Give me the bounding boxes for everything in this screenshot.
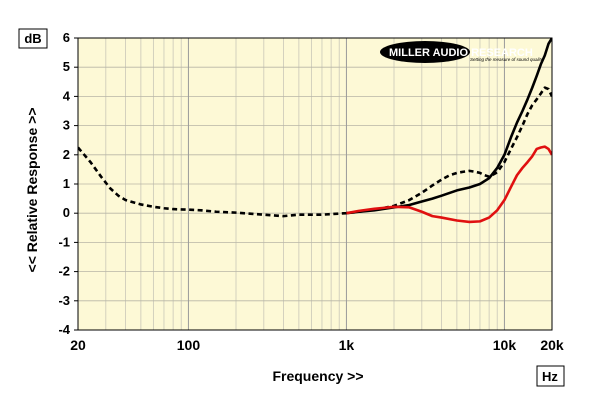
series-dashed-black bbox=[78, 86, 552, 218]
x-tick-label: 20k bbox=[540, 337, 564, 353]
y-tick-label: 0 bbox=[63, 205, 70, 220]
y-tick-label: 5 bbox=[63, 59, 70, 74]
y-tick-label: 1 bbox=[63, 176, 70, 191]
y-tick-label: 6 bbox=[63, 30, 70, 45]
logo-text-content: MILLER AUDIO RESEARCH bbox=[389, 47, 533, 59]
logo-ellipse bbox=[380, 41, 470, 63]
y-tick-label: 2 bbox=[63, 147, 70, 162]
y-unit-box: dB bbox=[18, 28, 48, 49]
y-tick-label: 4 bbox=[63, 88, 71, 103]
y-tick-label: 3 bbox=[63, 118, 70, 133]
series-layer bbox=[78, 38, 552, 224]
x-unit-box: Hz bbox=[536, 365, 565, 387]
logo-tagline: Setting the measure of sound quality bbox=[470, 57, 544, 62]
x-tick-labels: 20 100 1k 10k 20k bbox=[70, 337, 564, 353]
series-solid-red bbox=[346, 145, 552, 224]
x-axis-title: Frequency >> bbox=[272, 368, 363, 384]
x-tick-label: 20 bbox=[70, 337, 86, 353]
y-axis-title: << Relative Response >> bbox=[24, 108, 40, 273]
y-tick-label: -4 bbox=[58, 322, 70, 337]
x-tick-label: 10k bbox=[493, 337, 517, 353]
grid-major-lines bbox=[187, 38, 505, 330]
y-tick-label: -3 bbox=[58, 293, 70, 308]
x-tick-label: 100 bbox=[177, 337, 201, 353]
y-tick-label: -1 bbox=[58, 234, 70, 249]
y-unit-label: dB bbox=[24, 31, 41, 46]
logo-text: MILLER AUDIO RESEARCH bbox=[389, 47, 533, 59]
miller-audio-research-logo: MILLER AUDIO RESEARCH Setting the measur… bbox=[380, 41, 544, 63]
y-tick-label: -2 bbox=[58, 264, 70, 279]
x-unit-label: Hz bbox=[542, 369, 558, 384]
x-tick-label: 1k bbox=[339, 337, 355, 353]
series-solid-black bbox=[346, 38, 552, 215]
y-tick-labels: -4 -3 -2 -1 0 1 2 3 4 5 6 bbox=[58, 30, 78, 337]
